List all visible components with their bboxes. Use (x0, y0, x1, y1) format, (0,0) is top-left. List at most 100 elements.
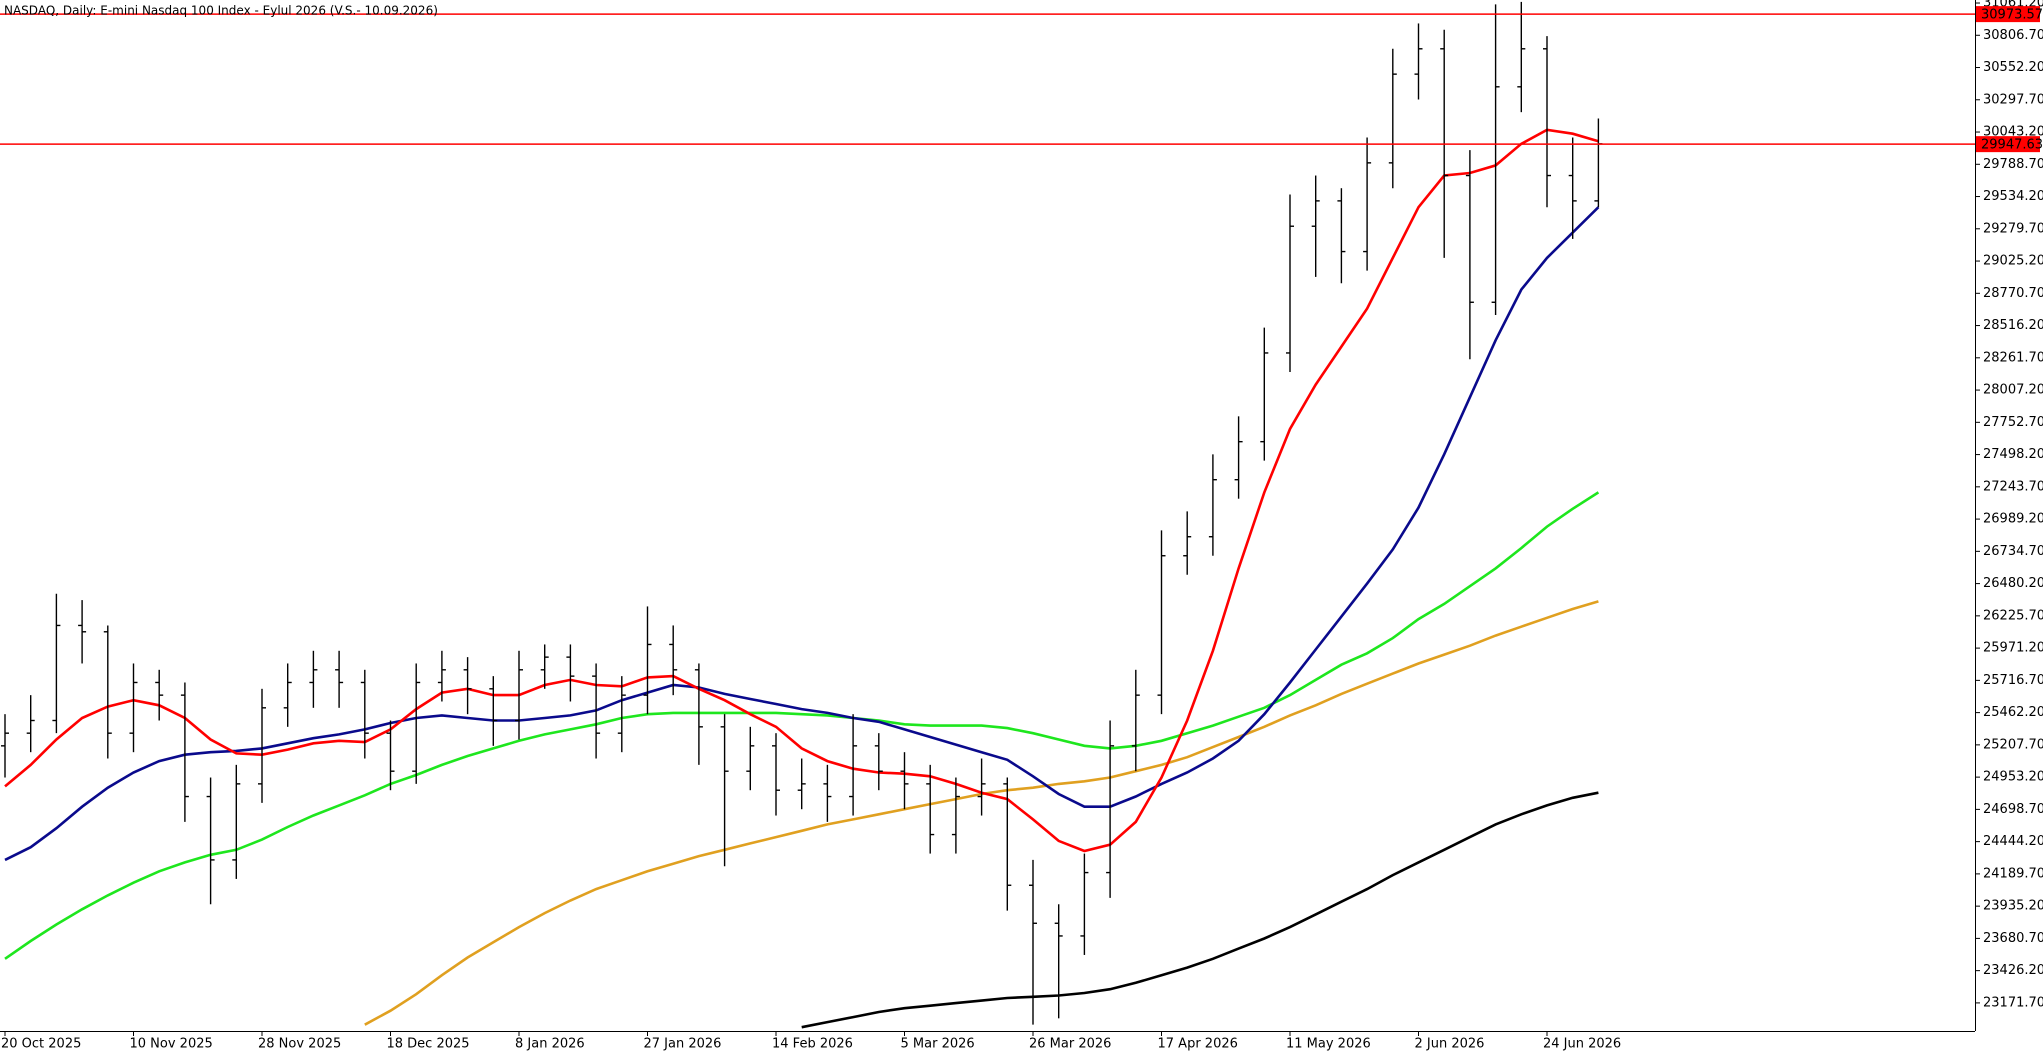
y-tick-label: 30043.20 (1983, 125, 2043, 140)
price-label: 30973.57 (1981, 8, 2043, 23)
y-tick-label: 28516.20 (1983, 318, 2043, 333)
x-tick-label: 27 Jan 2026 (644, 1037, 722, 1051)
ohlc-bar (1157, 530, 1166, 715)
ohlc-bar (52, 593, 61, 734)
ohlc-bar (258, 688, 266, 803)
plot-area (0, 1, 1975, 1029)
x-tick-label: 20 Oct 2025 (1, 1037, 81, 1051)
ohlc-bar (849, 714, 858, 816)
ohlc-bar (1568, 137, 1577, 239)
ohlc-bar (26, 695, 35, 753)
moving-average-line (4, 491, 1600, 960)
x-tick-label: 11 May 2026 (1286, 1037, 1371, 1051)
ohlc-bar (1414, 23, 1423, 100)
ohlc-bar (1080, 853, 1089, 955)
ohlc-bar (1363, 137, 1372, 271)
ohlc-bar (617, 676, 626, 753)
ohlc-bar (746, 726, 755, 791)
ohlc-bar (309, 650, 318, 708)
ohlc-bar (1, 714, 9, 778)
ohlc-bar (1054, 904, 1063, 1019)
ohlc-bar (515, 650, 523, 740)
ohlc-bar (437, 650, 446, 702)
y-tick-label: 30552.20 (1983, 60, 2043, 75)
y-tick-label: 23426.20 (1983, 963, 2043, 978)
ohlc-bar (1106, 720, 1115, 898)
y-tick-label: 29025.20 (1983, 254, 2043, 269)
ohlc-bar (694, 663, 703, 765)
ohlc-bar (1388, 48, 1397, 189)
y-tick-label: 24444.20 (1983, 834, 2043, 849)
x-tick-label: 5 Mar 2026 (901, 1037, 975, 1051)
ohlc-bar (951, 777, 960, 854)
y-tick-label: 25971.20 (1983, 641, 2043, 656)
x-tick-label: 26 Mar 2026 (1029, 1037, 1111, 1051)
y-tick-label: 26225.70 (1983, 608, 2043, 623)
ohlc-bar (1543, 36, 1551, 208)
y-tick-label: 29788.70 (1983, 157, 2043, 172)
y-tick-label: 23171.70 (1983, 995, 2043, 1010)
y-tick-label: 25207.70 (1983, 737, 2043, 752)
ohlc-bar (232, 764, 241, 879)
x-tick-label: 10 Nov 2025 (130, 1037, 213, 1051)
ohlc-bar (720, 714, 729, 867)
ohlc-bar (180, 682, 189, 822)
ohlc-bar (1311, 175, 1320, 277)
ohlc-bar (1517, 1, 1526, 113)
price-label-box (1976, 6, 2040, 23)
y-tick-label: 30297.70 (1983, 92, 2043, 107)
y-tick-label: 29534.20 (1983, 189, 2043, 204)
y-tick-label: 26989.20 (1983, 512, 2043, 527)
y-tick-label: 29279.70 (1983, 221, 2043, 236)
ohlc-bar (926, 764, 935, 854)
ohlc-bar (129, 663, 138, 753)
ohlc-bar (669, 625, 678, 696)
ohlc-bar (283, 663, 292, 727)
y-tick-label: 24953.20 (1983, 770, 2043, 785)
ohlc-bar (1029, 859, 1037, 1025)
y-tick-label: 28770.70 (1983, 286, 2043, 301)
y-tick-label: 28007.20 (1983, 383, 2043, 398)
y-tick-label: 25716.70 (1983, 673, 2043, 688)
y-tick-label: 30806.70 (1983, 28, 2043, 43)
ohlc-bar (797, 758, 806, 810)
ohlc-bar (1260, 327, 1269, 461)
ohlc-bar (1286, 194, 1294, 372)
y-tick-label: 23680.70 (1983, 931, 2043, 946)
moving-average-line (4, 206, 1600, 862)
y-tick-label: 31061.20 (1983, 0, 2043, 11)
ohlc-bar (103, 625, 112, 759)
x-tick-label: 2 Jun 2026 (1415, 1037, 1485, 1051)
ohlc-bar (412, 663, 421, 784)
ohlc-bar (78, 600, 87, 664)
ohlc-bar (360, 669, 369, 759)
x-tick-label: 14 Feb 2026 (772, 1037, 853, 1051)
price-label-box (1976, 136, 2040, 153)
y-tick-label: 27752.70 (1983, 415, 2043, 430)
ohlc-bar (1491, 4, 1500, 315)
ohlc-bar (566, 644, 575, 702)
ohlc-bar (463, 657, 472, 715)
y-tick-label: 28261.70 (1983, 350, 2043, 365)
ohlc-bar (1003, 777, 1012, 911)
ohlc-bar (540, 644, 549, 689)
ohlc-bar (335, 650, 344, 708)
chart-title: NASDAQ, Daily: E-mini Nasdaq 100 Index -… (4, 4, 438, 18)
ohlc-bar (1208, 454, 1217, 556)
ohlc-bar (1131, 669, 1140, 772)
ohlc-bar (643, 606, 652, 715)
ohlc-bar (1465, 150, 1474, 360)
price-label: 29947.63 (1981, 138, 2043, 153)
ohlc-bar (772, 733, 780, 816)
y-tick-label: 24698.70 (1983, 802, 2043, 817)
ohlc-bar (592, 663, 601, 759)
y-tick-label: 23935.20 (1983, 899, 2043, 914)
y-tick-label: 26480.20 (1983, 576, 2043, 591)
ohlc-bar (1183, 511, 1192, 575)
x-tick-label: 24 Jun 2026 (1543, 1037, 1621, 1051)
ohlc-bar (874, 733, 883, 791)
y-tick-label: 27243.70 (1983, 479, 2043, 494)
ohlc-bar (900, 752, 909, 810)
